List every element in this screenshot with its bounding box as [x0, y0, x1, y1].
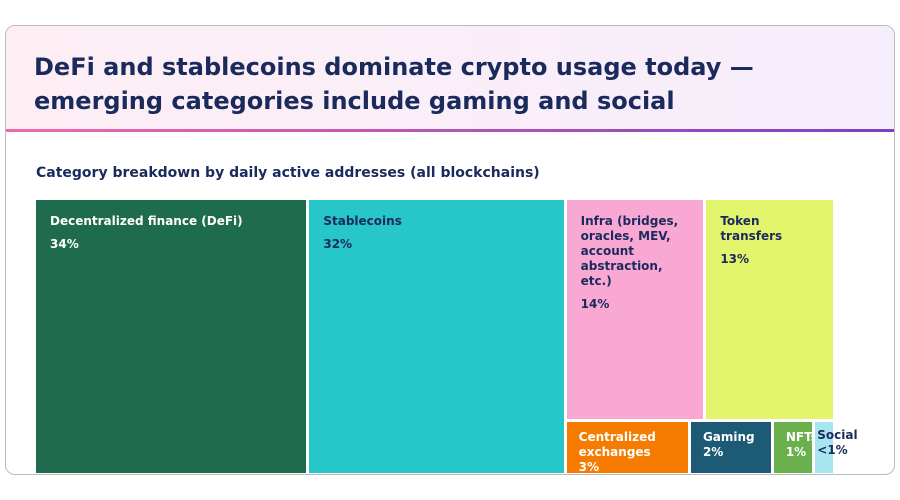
tile-value: 32% [323, 237, 353, 251]
tile-value: 13% [720, 252, 750, 266]
card: DeFi and stablecoins dominate crypto usa… [5, 25, 895, 475]
tile: Stablecoins 32% [309, 200, 564, 473]
tile-value: 34% [50, 237, 79, 251]
tile-label: Token transfers [720, 214, 783, 243]
tile-value: 14% [580, 297, 610, 311]
tile-label: Gaming [702, 430, 755, 445]
header: DeFi and stablecoins dominate crypto usa… [6, 26, 894, 132]
tile: Social <1% [815, 422, 858, 473]
chart-subtitle: Category breakdown by daily active addre… [36, 165, 540, 181]
tile-label: Centralized exchanges [578, 430, 656, 460]
tile-value: 2% [702, 445, 724, 460]
tile-label: Stablecoins [323, 214, 402, 228]
treemap: Decentralized finance (DeFi) 34% Stablecoi… [6, 26, 894, 474]
tile-value: <1% [817, 443, 848, 458]
chart-title: DeFi and stablecoins dominate crypto usa… [34, 53, 754, 115]
tile-label: Social [817, 428, 858, 443]
tile-value: 1% [785, 445, 807, 460]
tile-label: Infra (bridges, oracles, MEV, account ab… [580, 214, 679, 288]
tile: Centralized exchanges 3% [566, 422, 688, 475]
tile: Token transfers 13% [706, 200, 833, 420]
tile-label: NFTs [785, 430, 818, 445]
tile-value: 3% [578, 460, 600, 475]
tile-label: Decentralized finance (DeFi) [50, 214, 243, 228]
tile: Infra (bridges, oracles, MEV, account ab… [566, 200, 704, 420]
tile: Gaming 2% [690, 422, 771, 473]
tile: NFTs 1% [773, 422, 818, 473]
tile: Decentralized finance (DeFi) 34% [36, 200, 307, 473]
